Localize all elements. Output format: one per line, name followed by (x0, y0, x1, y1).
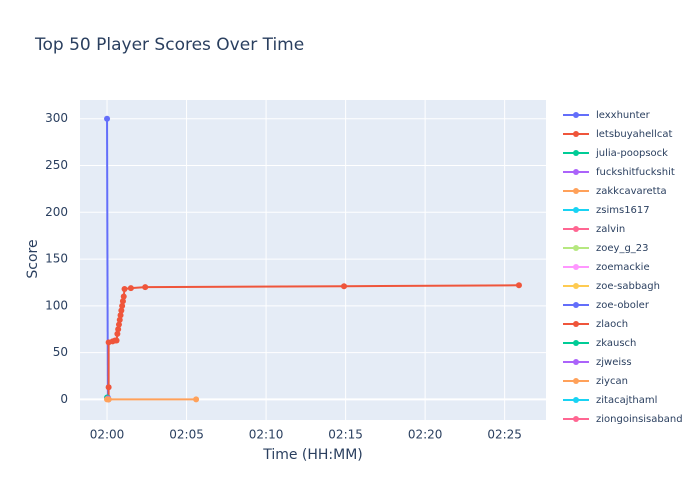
legend-label: julia-poopsock (595, 148, 668, 159)
legend-marker (573, 321, 579, 327)
x-tick-label: 02:10 (249, 428, 284, 442)
legend-marker (573, 397, 579, 403)
legend-marker (573, 112, 579, 118)
legend-label: zitacajthaml (596, 395, 657, 406)
legend-label: zjweiss (596, 357, 632, 368)
x-tick-label: 02:05 (169, 428, 204, 442)
legend-label: letsbuyahellcat (596, 129, 672, 140)
legend-label: fuckshitfuckshit (596, 167, 675, 178)
legend-label: zsims1617 (596, 205, 650, 216)
data-point (119, 302, 126, 309)
legend-marker (573, 283, 579, 289)
legend-marker (573, 169, 579, 175)
y-axis-title: Score (25, 239, 41, 278)
data-point (121, 286, 128, 293)
legend-label: zoey_g_23 (596, 243, 649, 254)
y-tick-label: 150 (45, 252, 68, 266)
legend-label: zoe-oboler (596, 300, 650, 311)
data-point (113, 337, 120, 344)
data-point (118, 307, 125, 314)
legend-label: ziongoinsisaband (596, 414, 683, 425)
data-point (115, 321, 122, 328)
chart-title: Top 50 Player Scores Over Time (34, 35, 304, 55)
legend-marker (573, 131, 579, 137)
data-point (515, 282, 522, 289)
data-point (142, 284, 149, 291)
legend-label: zlaoch (596, 319, 628, 330)
y-tick-label: 100 (45, 298, 68, 312)
data-point (114, 330, 121, 337)
data-point (117, 312, 124, 319)
legend-label: lexxhunter (596, 110, 651, 121)
data-point (193, 396, 200, 403)
y-tick-label: 250 (45, 158, 68, 172)
y-tick-label: 200 (45, 205, 68, 219)
data-point (104, 115, 111, 122)
legend-label: zoe-sabbagh (596, 281, 660, 292)
y-tick-label: 300 (45, 111, 68, 125)
x-tick-label: 02:25 (487, 428, 522, 442)
data-point (116, 316, 123, 323)
legend-marker (573, 378, 579, 384)
data-point (119, 298, 126, 305)
legend-label: ziycan (596, 376, 628, 387)
x-tick-label: 02:20 (408, 428, 443, 442)
legend-marker (573, 359, 579, 365)
legend-marker (573, 302, 579, 308)
data-point (341, 283, 348, 290)
y-tick-label: 0 (60, 392, 68, 406)
legend-marker (573, 150, 579, 156)
legend-marker (573, 264, 579, 270)
legend-marker (573, 416, 579, 422)
data-point (120, 293, 127, 300)
x-tick-label: 02:00 (90, 428, 125, 442)
legend-label: zkausch (596, 338, 636, 349)
data-point (127, 285, 134, 292)
data-point (105, 384, 112, 391)
legend-marker (573, 226, 579, 232)
data-point (105, 396, 112, 403)
legend-marker (573, 245, 579, 251)
legend-label: zalvin (596, 224, 625, 235)
y-tick-label: 50 (53, 345, 68, 359)
x-tick-label: 02:15 (328, 428, 363, 442)
legend-label: zoemackie (596, 262, 650, 273)
legend-marker (573, 207, 579, 213)
plot-background (80, 100, 546, 420)
legend-label: zakkcavaretta (596, 186, 667, 197)
legend-marker (573, 188, 579, 194)
data-point (115, 326, 122, 333)
legend-marker (573, 340, 579, 346)
x-axis-title: Time (HH:MM) (262, 447, 363, 463)
